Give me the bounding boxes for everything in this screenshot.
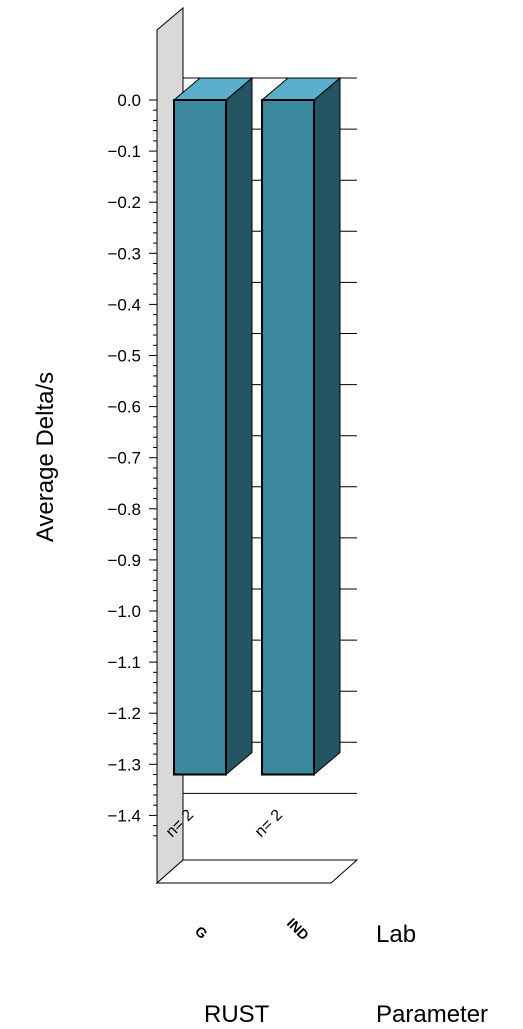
y-tick-label: −0.4: [107, 295, 141, 314]
category-label-ind: IND: [284, 915, 312, 943]
bar-side: [313, 76, 341, 776]
bar-front: [173, 99, 227, 776]
y-axis-title: Average Delta/s: [32, 372, 59, 542]
bar-side: [225, 76, 253, 776]
bar-ind: [260, 76, 342, 776]
y-tick-label: −0.3: [107, 244, 141, 263]
y-tick-label: −0.7: [107, 449, 141, 468]
group-label: RUST: [204, 1001, 270, 1028]
y-tick-label: −0.6: [107, 398, 141, 417]
floor: [155, 859, 359, 884]
y-tick-label: 0.0: [117, 91, 141, 110]
y-tick-label: −0.8: [107, 500, 141, 519]
y-tick-label: −1.1: [107, 653, 141, 672]
y-tick-label: −0.1: [107, 142, 141, 161]
category-label-g: G: [192, 923, 211, 942]
bar-g: [172, 76, 254, 776]
y-tick-label: −0.9: [107, 551, 141, 570]
y-tick-label: −1.4: [107, 806, 141, 825]
y-tick-label: −0.2: [107, 193, 141, 212]
y-tick-label: −0.5: [107, 347, 141, 366]
bars: [172, 76, 342, 776]
group-axis-name: Parameter: [376, 1001, 488, 1028]
y-tick-label: −1.2: [107, 704, 141, 723]
bar-front: [261, 99, 315, 776]
y-tick-label: −1.0: [107, 602, 141, 621]
x-axis-name: Lab: [376, 921, 416, 948]
bar-annotation: n= 2: [252, 806, 286, 840]
y-tick-label: −1.3: [107, 755, 141, 774]
y-axis: 0.0 −0.1 −0.2 −0.3 −0.4 −0.5 −0.6 −0.7 −0.8 −0.9 −…: [107, 91, 158, 883]
